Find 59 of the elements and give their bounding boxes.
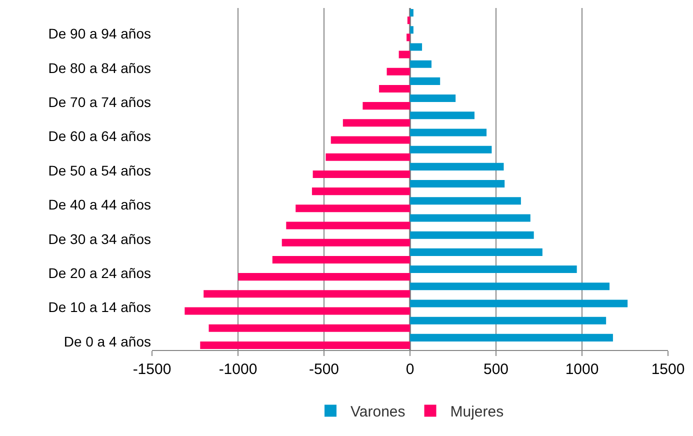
x-tick-label: -500: [308, 361, 340, 378]
bar: [398, 50, 410, 58]
bar: [410, 77, 440, 85]
x-tick-label: 0: [406, 361, 414, 378]
y-tick-label: De 40 a 44 años: [48, 196, 151, 213]
x-tick-label: 1500: [651, 361, 685, 378]
bar: [238, 273, 410, 281]
y-tick-label: De 10 a 14 años: [48, 299, 151, 316]
bar: [386, 68, 410, 76]
bar: [410, 43, 422, 51]
bar: [410, 94, 456, 102]
bar: [312, 188, 410, 196]
bar: [410, 316, 606, 324]
bar: [362, 102, 410, 110]
bar: [282, 238, 410, 246]
bar: [406, 34, 410, 42]
y-tick-label: De 0 a 4 años: [64, 333, 151, 350]
x-tick-label: 1000: [565, 361, 599, 378]
legend-label: Varones: [350, 404, 406, 421]
bar: [410, 266, 577, 274]
bar: [410, 248, 542, 256]
bar: [410, 334, 613, 342]
y-tick-label: De 90 a 94 años: [48, 26, 151, 42]
bar: [379, 84, 410, 92]
y-tick-label: De 20 a 24 años: [48, 264, 151, 281]
y-tick-label: De 50 a 54 años: [48, 162, 151, 178]
bar: [410, 214, 530, 222]
bar: [184, 307, 410, 315]
y-tick-label: De 30 a 34 años: [48, 230, 151, 247]
bar: [410, 300, 628, 308]
y-tick-label: De 60 a 64 años: [48, 128, 151, 144]
x-tick-label: 500: [483, 361, 509, 378]
legend-label: Mujeres: [450, 404, 504, 421]
bar: [208, 324, 410, 332]
bar: [330, 136, 410, 144]
bar: [326, 153, 410, 161]
bar: [410, 146, 492, 154]
bar: [200, 341, 410, 349]
bar: [410, 9, 414, 17]
bar: [410, 162, 504, 170]
y-tick-label: De 70 a 74 años: [48, 94, 151, 110]
bar: [410, 282, 610, 290]
bar: [410, 128, 487, 136]
y-tick-label: De 80 a 84 años: [48, 60, 151, 76]
bar: [410, 112, 474, 120]
bar: [296, 204, 410, 212]
bar: [410, 197, 521, 205]
bar: [410, 180, 505, 188]
bar: [272, 256, 410, 264]
bar: [204, 290, 410, 298]
bar: [410, 60, 432, 68]
bar: [410, 231, 534, 239]
x-tick-label: -1500: [132, 361, 172, 378]
bar: [312, 170, 410, 178]
bar: [342, 119, 410, 127]
bar: [286, 222, 410, 230]
x-tick-label: -1000: [218, 361, 258, 378]
bar: [410, 26, 414, 34]
bar: [407, 16, 410, 24]
